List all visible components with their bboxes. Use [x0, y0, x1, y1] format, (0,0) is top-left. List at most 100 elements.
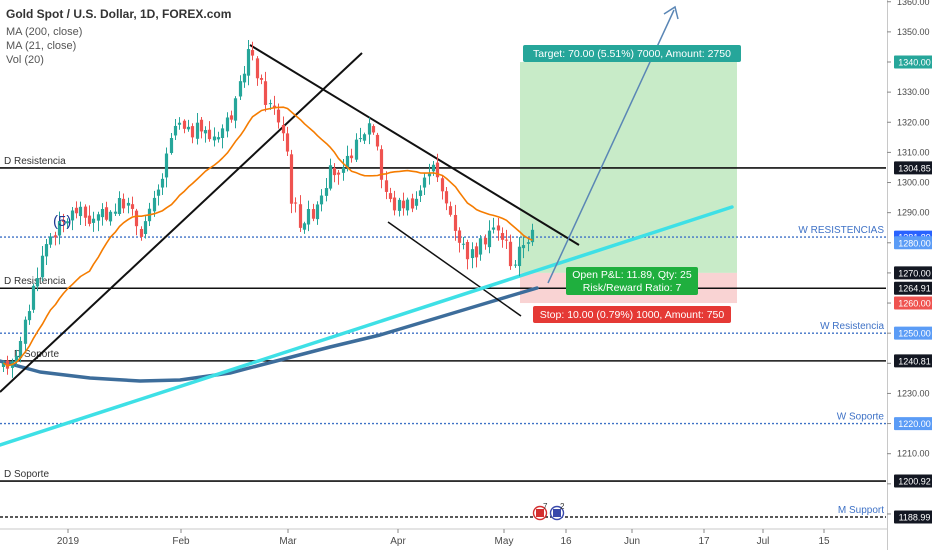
candle[interactable]: [130, 196, 135, 216]
price-tag-1[interactable]: 1304.85: [894, 161, 932, 175]
candle[interactable]: [491, 217, 496, 234]
candle[interactable]: [212, 127, 217, 147]
indicator-ma21[interactable]: MA (21, close): [6, 40, 76, 52]
indicator-vol[interactable]: Vol (20): [6, 54, 44, 66]
candle[interactable]: [216, 131, 221, 143]
candle[interactable]: [57, 211, 62, 245]
candle[interactable]: [14, 349, 19, 366]
candle[interactable]: [401, 192, 406, 216]
candle[interactable]: [255, 56, 260, 86]
trendline-rising[interactable]: [0, 52, 363, 393]
candle[interactable]: [104, 201, 109, 222]
cyan-support-line[interactable]: [0, 205, 734, 447]
candle[interactable]: [182, 119, 187, 134]
candle[interactable]: [108, 210, 113, 226]
candle[interactable]: [225, 112, 230, 138]
candle[interactable]: [96, 211, 101, 232]
candle[interactable]: [397, 197, 402, 217]
candle[interactable]: [65, 218, 70, 228]
candle[interactable]: [530, 223, 535, 246]
candle[interactable]: [229, 110, 234, 123]
candle[interactable]: [53, 231, 58, 246]
candle[interactable]: [1, 360, 6, 373]
candle[interactable]: [465, 239, 470, 270]
candle[interactable]: [513, 260, 518, 268]
candle[interactable]: [121, 193, 126, 214]
price-tag-9[interactable]: 1220.00: [894, 417, 932, 431]
price-tag-4[interactable]: 1270.00: [894, 266, 932, 280]
candle[interactable]: [306, 200, 311, 232]
candle[interactable]: [156, 184, 161, 206]
candle[interactable]: [302, 221, 307, 234]
candle[interactable]: [199, 117, 204, 139]
price-tag-10[interactable]: 1200.92: [894, 474, 932, 488]
candle[interactable]: [139, 226, 144, 241]
indicator-ma200[interactable]: MA (200, close): [6, 26, 82, 38]
candle[interactable]: [298, 195, 303, 233]
candle[interactable]: [517, 237, 522, 277]
candle[interactable]: [470, 242, 475, 269]
candle[interactable]: [315, 201, 320, 225]
candle[interactable]: [508, 234, 513, 270]
candle[interactable]: [203, 126, 208, 143]
candle[interactable]: [259, 74, 264, 85]
candle[interactable]: [405, 197, 410, 216]
candle[interactable]: [23, 316, 28, 353]
candle[interactable]: [367, 117, 372, 145]
candle[interactable]: [100, 203, 105, 226]
price-tag-11[interactable]: 1188.99: [894, 510, 932, 524]
trendline-falling[interactable]: [249, 44, 580, 246]
candle[interactable]: [169, 132, 174, 155]
candle[interactable]: [358, 127, 363, 143]
candle[interactable]: [379, 145, 384, 189]
candle[interactable]: [444, 186, 449, 211]
candle[interactable]: [250, 41, 255, 61]
candle[interactable]: [414, 191, 419, 210]
candle[interactable]: [453, 204, 458, 241]
candle[interactable]: [44, 239, 49, 266]
candle[interactable]: [61, 213, 66, 233]
candle[interactable]: [134, 208, 139, 236]
candle[interactable]: [289, 149, 294, 214]
candle[interactable]: [504, 229, 509, 249]
candle[interactable]: [117, 191, 122, 216]
candle[interactable]: [233, 96, 238, 129]
candle[interactable]: [177, 117, 182, 130]
candle[interactable]: [87, 205, 92, 227]
candle[interactable]: [388, 187, 393, 203]
candle[interactable]: [186, 119, 191, 132]
price-tag-8[interactable]: 1240.81: [894, 354, 932, 368]
candle[interactable]: [375, 132, 380, 151]
candle[interactable]: [220, 124, 225, 149]
candle[interactable]: [521, 236, 526, 259]
candle[interactable]: [427, 163, 432, 185]
candle[interactable]: [410, 193, 415, 213]
candle[interactable]: [349, 148, 354, 163]
candle[interactable]: [457, 227, 462, 253]
candle[interactable]: [173, 119, 178, 141]
candle[interactable]: [70, 207, 75, 231]
candle[interactable]: [31, 283, 36, 313]
candle[interactable]: [91, 211, 96, 232]
candle[interactable]: [311, 203, 316, 222]
candle[interactable]: [293, 197, 298, 213]
candle[interactable]: [371, 124, 376, 135]
event-flag-1[interactable]: 2: [549, 502, 566, 521]
candle[interactable]: [246, 39, 251, 86]
candle[interactable]: [384, 171, 389, 200]
candle[interactable]: [160, 173, 165, 195]
candle[interactable]: [195, 112, 200, 145]
candle[interactable]: [152, 190, 157, 217]
candle[interactable]: [487, 220, 492, 254]
candle[interactable]: [263, 71, 268, 112]
candle[interactable]: [336, 170, 341, 185]
candle[interactable]: [74, 201, 79, 219]
candle[interactable]: [354, 133, 359, 163]
candle[interactable]: [207, 121, 212, 142]
candle[interactable]: [242, 66, 247, 88]
candle[interactable]: [474, 242, 479, 268]
candle[interactable]: [27, 304, 32, 325]
candle[interactable]: [418, 185, 423, 202]
candle[interactable]: [78, 201, 83, 225]
event-flag-0[interactable]: 7: [532, 502, 549, 521]
